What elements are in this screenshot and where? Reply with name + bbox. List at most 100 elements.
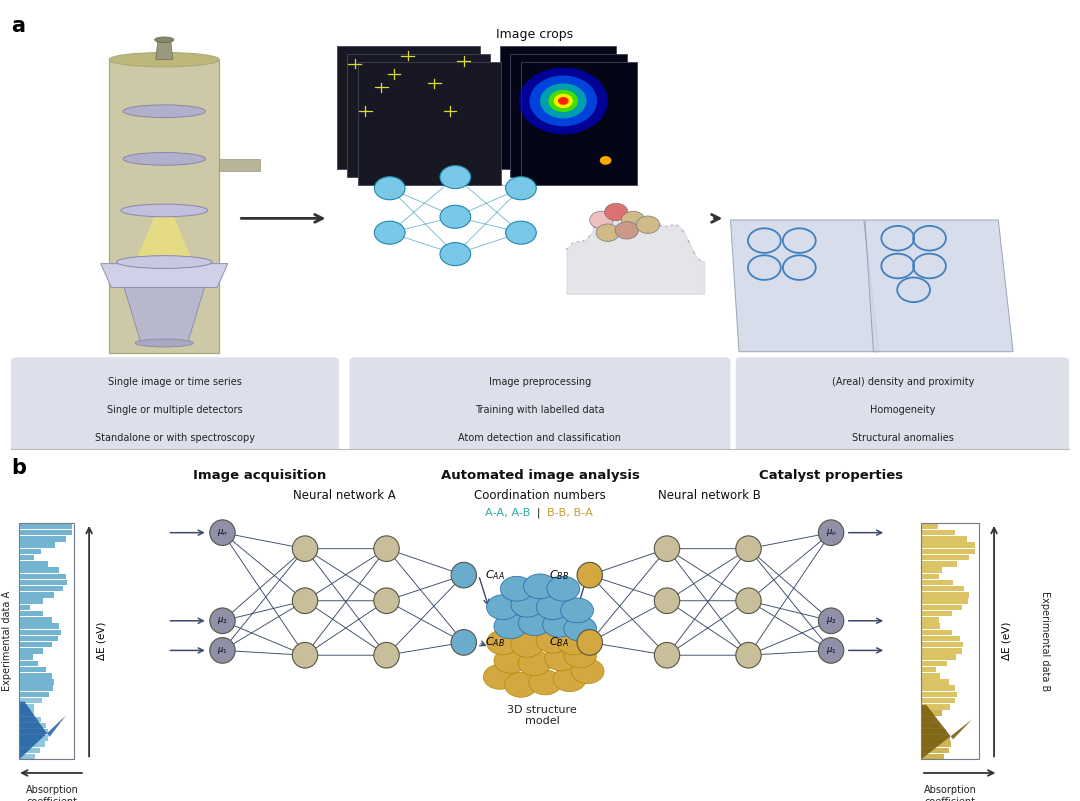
Bar: [921, 666, 936, 672]
Ellipse shape: [577, 630, 603, 655]
Text: ΔE (eV): ΔE (eV): [97, 622, 107, 660]
Text: Automated image analysis: Automated image analysis: [441, 469, 639, 481]
Bar: [19, 598, 43, 604]
Circle shape: [529, 670, 562, 694]
Circle shape: [549, 90, 578, 112]
Bar: [921, 555, 969, 561]
Text: $\mu_n$: $\mu_n$: [826, 527, 836, 538]
Text: ΔE (eV): ΔE (eV): [1002, 622, 1012, 660]
Circle shape: [554, 94, 572, 108]
Text: $\mu_2$: $\mu_2$: [826, 615, 836, 626]
Bar: [19, 654, 32, 660]
Bar: [19, 605, 30, 610]
Bar: [921, 654, 956, 660]
Text: Experimental data B: Experimental data B: [1040, 591, 1050, 691]
Text: (Areal) density and proximity: (Areal) density and proximity: [832, 377, 974, 387]
Polygon shape: [219, 159, 259, 171]
Bar: [921, 530, 955, 536]
FancyBboxPatch shape: [11, 357, 339, 453]
Bar: [19, 580, 67, 586]
Bar: [921, 605, 962, 610]
Bar: [19, 574, 66, 579]
Bar: [19, 698, 42, 703]
Ellipse shape: [735, 536, 761, 562]
Ellipse shape: [654, 536, 679, 562]
Bar: [921, 611, 951, 616]
Circle shape: [494, 649, 527, 673]
Ellipse shape: [654, 588, 679, 614]
Circle shape: [564, 642, 596, 668]
Bar: [19, 530, 72, 536]
Bar: [19, 562, 49, 566]
Circle shape: [590, 211, 613, 229]
Text: 3D structure
model: 3D structure model: [508, 705, 577, 727]
Circle shape: [557, 630, 591, 655]
Circle shape: [484, 665, 516, 689]
Text: $C_{BB}$: $C_{BB}$: [549, 568, 568, 582]
Circle shape: [561, 598, 593, 623]
Bar: [921, 617, 939, 622]
Bar: [19, 735, 48, 741]
Circle shape: [511, 633, 543, 657]
Bar: [921, 735, 949, 741]
Ellipse shape: [819, 608, 843, 634]
Bar: [921, 586, 963, 591]
Text: Single or multiple detectors: Single or multiple detectors: [107, 405, 243, 415]
Ellipse shape: [654, 642, 679, 668]
Bar: [921, 642, 963, 647]
Bar: [19, 617, 53, 622]
Circle shape: [524, 574, 556, 599]
Circle shape: [504, 672, 538, 697]
Circle shape: [375, 177, 405, 199]
Bar: [921, 747, 948, 753]
Text: B-B, B-A: B-B, B-A: [548, 508, 593, 517]
Bar: [921, 754, 944, 759]
Text: Catalyst properties: Catalyst properties: [759, 469, 903, 481]
Polygon shape: [730, 220, 879, 352]
Text: Homogeneity: Homogeneity: [870, 405, 935, 415]
Ellipse shape: [451, 630, 476, 655]
Bar: [921, 648, 961, 654]
Ellipse shape: [293, 588, 318, 614]
Polygon shape: [19, 702, 66, 759]
Bar: [921, 704, 949, 710]
Bar: [921, 630, 951, 635]
Circle shape: [529, 75, 597, 127]
Ellipse shape: [819, 520, 843, 545]
Text: b: b: [11, 458, 26, 478]
Text: $C_{AA}$: $C_{AA}$: [485, 568, 504, 582]
Bar: [19, 611, 42, 616]
Circle shape: [558, 97, 568, 105]
FancyBboxPatch shape: [500, 46, 617, 169]
Text: Absorption
coefficient: Absorption coefficient: [923, 785, 976, 801]
Ellipse shape: [135, 339, 193, 347]
Ellipse shape: [293, 536, 318, 562]
Circle shape: [375, 221, 405, 244]
Bar: [19, 555, 35, 561]
Bar: [921, 536, 968, 541]
Polygon shape: [865, 220, 1013, 352]
Ellipse shape: [210, 608, 235, 634]
Text: $\mu_2$: $\mu_2$: [217, 615, 228, 626]
Circle shape: [605, 203, 627, 221]
Text: $C_{AB}$: $C_{AB}$: [485, 635, 505, 650]
Text: Coordination numbers: Coordination numbers: [474, 489, 606, 501]
Circle shape: [440, 243, 471, 266]
Bar: [921, 661, 947, 666]
Bar: [19, 742, 45, 747]
Circle shape: [511, 593, 543, 617]
Bar: [19, 549, 41, 554]
Circle shape: [540, 83, 586, 119]
Bar: [19, 717, 41, 722]
Polygon shape: [135, 209, 194, 264]
Bar: [921, 623, 940, 629]
Text: |: |: [532, 507, 544, 518]
Bar: [19, 586, 63, 591]
Bar: [921, 598, 968, 604]
Bar: [19, 686, 53, 691]
Bar: [921, 549, 975, 554]
Bar: [921, 524, 937, 529]
Text: Experimental data A: Experimental data A: [1, 591, 12, 691]
Circle shape: [571, 658, 604, 684]
Bar: [19, 592, 54, 598]
